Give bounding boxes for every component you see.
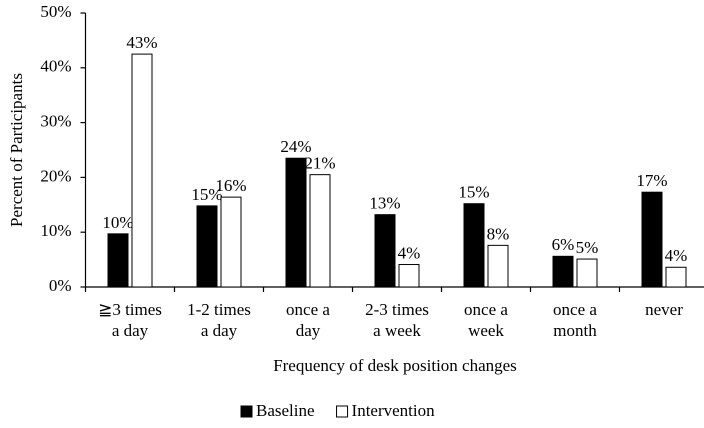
y-axis-title: Percent of Participants — [7, 73, 26, 227]
x-axis-title: Frequency of desk position changes — [273, 356, 517, 375]
value-label: 13% — [369, 194, 400, 213]
bar — [107, 233, 129, 288]
legend-swatch — [336, 405, 349, 418]
value-label: 15% — [191, 185, 222, 204]
y-tick-label: 20% — [40, 166, 71, 185]
bar — [285, 157, 307, 288]
value-label: 4% — [665, 246, 688, 265]
x-tick-label: ≧3 times a day — [98, 300, 162, 340]
value-label: 6% — [552, 235, 575, 254]
value-label: 16% — [215, 176, 246, 195]
x-tick-label: once a month — [553, 300, 597, 340]
value-label: 4% — [398, 243, 421, 262]
x-tick-label: 1-2 times a day — [187, 300, 251, 340]
bar — [309, 174, 331, 288]
value-label: 5% — [576, 238, 599, 257]
y-tick-label: 50% — [40, 2, 71, 21]
bar — [552, 255, 574, 288]
bar — [463, 203, 485, 288]
bar — [576, 258, 598, 288]
bar — [374, 214, 396, 288]
bar — [220, 196, 242, 288]
x-tick-label: never — [645, 300, 683, 319]
legend-swatch — [240, 405, 253, 418]
value-label: 24% — [280, 137, 311, 156]
bar — [196, 205, 218, 288]
x-tick-label: 2-3 times a week — [365, 300, 429, 340]
bar — [665, 266, 687, 288]
value-label: 17% — [636, 171, 667, 190]
value-label: 43% — [126, 33, 157, 52]
value-label: 15% — [458, 183, 489, 202]
y-tick-label: 0% — [49, 276, 72, 295]
x-tick-label: once a week — [464, 300, 508, 340]
bar — [641, 191, 663, 288]
y-tick-label: 10% — [40, 221, 71, 240]
legend-label: Intervention — [352, 401, 436, 420]
bar — [487, 244, 509, 288]
y-tick-label: 40% — [40, 57, 71, 76]
x-tick-label: once a day — [286, 300, 330, 340]
value-label: 8% — [487, 224, 510, 243]
y-tick-label: 30% — [40, 112, 71, 131]
bar — [398, 264, 420, 288]
legend-label: Baseline — [256, 401, 315, 420]
value-label: 21% — [304, 154, 335, 173]
bar — [131, 53, 153, 288]
value-label: 10% — [102, 213, 133, 232]
